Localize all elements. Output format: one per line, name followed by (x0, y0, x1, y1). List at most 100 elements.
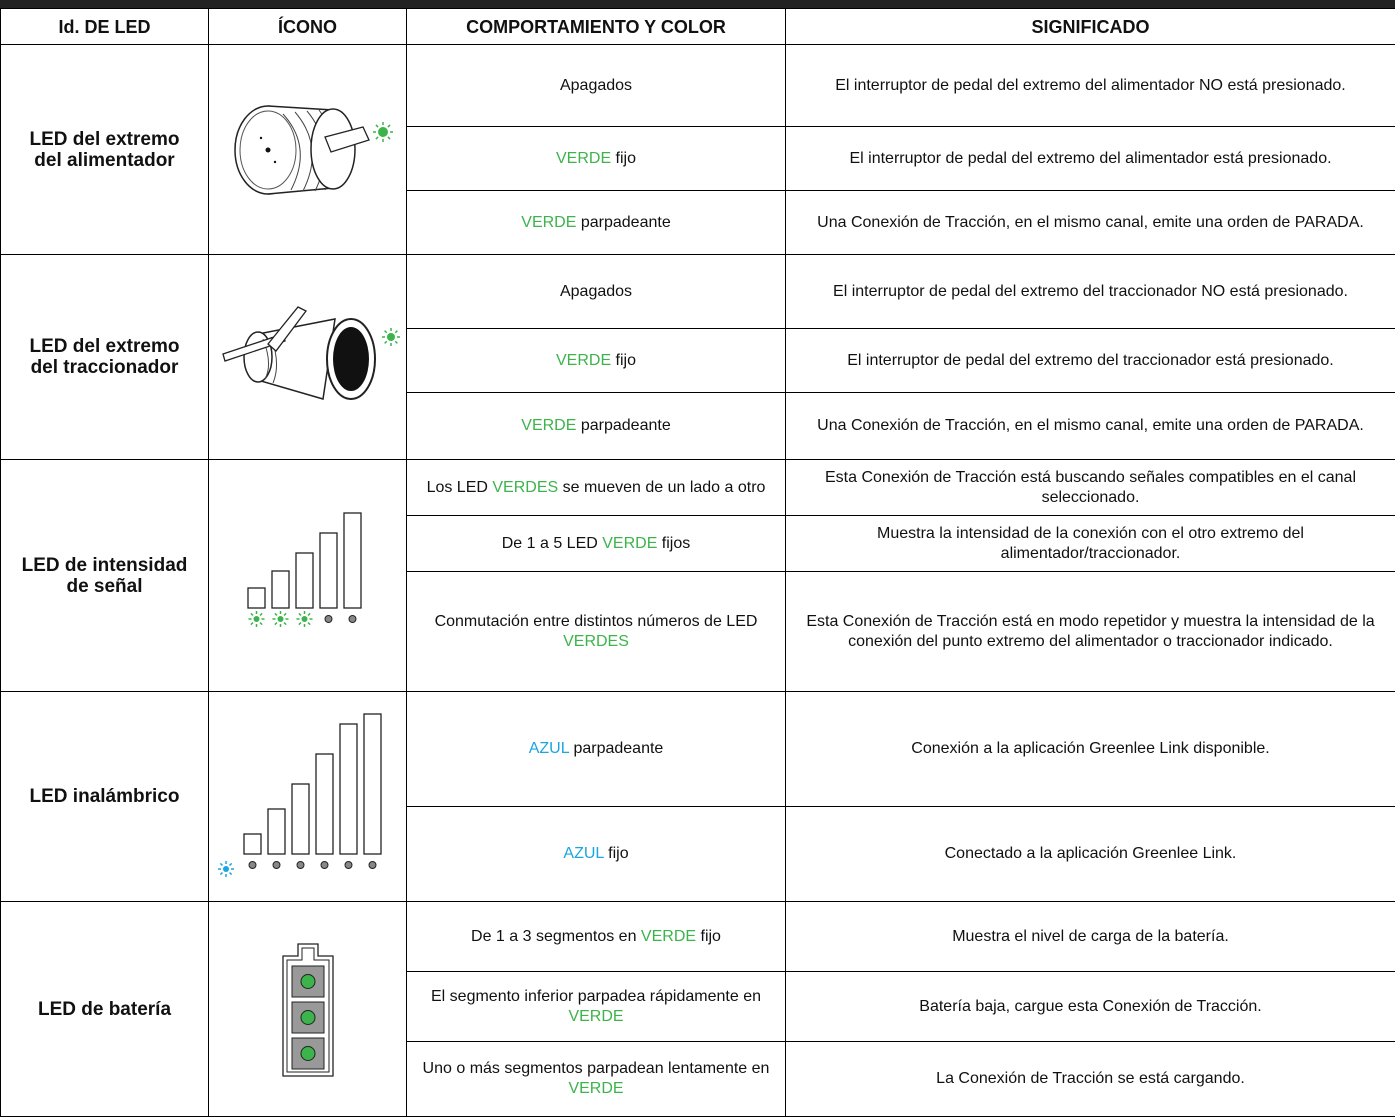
behavior-text: fijo (611, 149, 637, 167)
icon-shape (339, 722, 358, 855)
icon-cell (208, 254, 407, 460)
icon-shape (266, 306, 307, 352)
behavior-cell: Los LED VERDES se mueven de un lado a ot… (406, 459, 786, 516)
led-id: LED de intensidad de señal (0, 459, 209, 692)
behavior-text: Uno o más segmentos parpadean lentamente… (422, 1060, 774, 1077)
icon-shape (294, 551, 314, 609)
icon-shape (249, 612, 253, 616)
icon-shape (273, 621, 277, 625)
behavior-text: Conmutación entre distintos números de L… (434, 612, 762, 630)
colored-word: VERDE (568, 1080, 624, 1097)
colored-word: AZUL (528, 740, 569, 757)
behavior-text: fijo (603, 845, 629, 862)
icon-shape (394, 340, 398, 344)
meaning-cell: El interruptor de pedal del extremo del … (785, 126, 1395, 191)
meaning-cell: Batería baja, cargue esta Conexión de Tr… (785, 971, 1395, 1042)
behavior-text: fijo (696, 927, 721, 945)
icon-shape (383, 340, 387, 344)
icon-shape (259, 621, 263, 625)
led-icon (233, 104, 393, 195)
icon-shape (386, 333, 395, 341)
icon-shape (223, 865, 229, 872)
behavior-cell: Uno o más segmentos parpadean lentamente… (406, 1041, 786, 1117)
led-table: Id. DE LED ÍCONO COMPORTAMIENTO Y COLOR SIG… (0, 8, 1395, 1117)
icon-shape (383, 330, 387, 334)
table-row: LED de batería De 1 a 3 segmentos en VER… (0, 901, 1395, 1117)
colored-word: VERDE (555, 149, 612, 167)
icon-shape (239, 110, 296, 189)
behavior-cell: VERDE parpadeante (406, 190, 786, 255)
icon-shape (248, 860, 257, 869)
icon-cell (208, 44, 407, 255)
behavior-cell: Apagados (406, 44, 786, 127)
behavior-cell: De 1 a 3 segmentos en VERDE fijo (406, 901, 786, 972)
column-header: COMPORTAMIENTO Y COLOR (406, 8, 786, 45)
icon-shape (368, 860, 377, 869)
table-row: LED de intensidad de señal Los LED VERDES… (0, 459, 1395, 692)
icon-shape (283, 612, 287, 616)
meaning-cell: Esta Conexión de Tracción está en modo r… (785, 571, 1395, 692)
icon-shape (374, 123, 379, 128)
icon-shape (374, 135, 379, 140)
icon-shape (348, 614, 356, 623)
colored-word: VERDE (555, 351, 612, 369)
behavior-cell: Conmutación entre distintos números de L… (406, 571, 786, 692)
colored-word: VERDES (563, 632, 629, 650)
table-row: LED inalámbrico AZUL parpadeante Conexión… (0, 691, 1395, 902)
colored-word: VERDE (521, 417, 577, 434)
table-row: VERDE parpadeante Una Conexión de Tracció… (1, 392, 1395, 460)
icon-shape (272, 860, 281, 869)
colored-word: VERDE (521, 213, 577, 231)
icon-shape (363, 712, 382, 855)
icon-shape (386, 135, 391, 140)
meaning-cell: El interruptor de pedal del extremo del … (785, 254, 1395, 329)
icon-shape (229, 862, 233, 866)
top-bar (0, 0, 1395, 8)
icon-shape (265, 147, 270, 152)
icon-shape (273, 612, 277, 616)
icon-shape (253, 615, 259, 622)
behavior-text: parpadeante (576, 417, 671, 434)
behavior-cell: De 1 a 5 LED VERDE fijos (406, 515, 786, 572)
icon-shape (324, 614, 332, 623)
table-row: De 1 a 5 LED VERDE fijos Muestra la inten… (1, 515, 1395, 572)
icon-shape (259, 136, 262, 139)
meaning-cell: Esta Conexión de Tracción está buscando … (785, 459, 1395, 516)
icon-shape (259, 612, 263, 616)
behavior-text: De 1 a 5 LED (501, 534, 603, 552)
behavior-text: parpadeante (569, 740, 664, 757)
led-id: LED de batería (0, 901, 209, 1117)
icon-shape (286, 947, 329, 1073)
column-header: SIGNIFICADO (785, 8, 1395, 45)
led-id: LED del extremo del traccionador (0, 254, 209, 460)
icon-shape (342, 511, 362, 609)
icon-shape (283, 621, 287, 625)
icon-shape (394, 330, 398, 334)
meaning-cell: Una Conexión de Tracción, en el mismo ca… (785, 392, 1395, 460)
icon-shape (386, 123, 391, 128)
behavior-cell: AZUL parpadeante (406, 691, 786, 807)
behavior-cell: AZUL fijo (406, 806, 786, 902)
behavior-text: fijo (611, 351, 637, 369)
colored-word: AZUL (563, 845, 604, 862)
icon-shape (320, 860, 329, 869)
icon-shape (246, 586, 266, 609)
icon-shape (318, 531, 338, 609)
icon-shape (377, 126, 388, 137)
table-row: El segmento inferior parpadea rápidament… (1, 971, 1395, 1042)
icon-shape (323, 125, 370, 153)
led-icon (246, 511, 362, 627)
table-body: LED del extremo del alimentador Apagados… (0, 44, 1395, 1117)
icon-shape (300, 1046, 315, 1061)
table-row: Uno o más segmentos parpadean lentamente… (1, 1041, 1395, 1117)
behavior-text: De 1 a 3 segmentos en (471, 927, 641, 945)
meaning-cell: La Conexión de Tracción se está cargando… (785, 1041, 1395, 1117)
meaning-cell: El interruptor de pedal del extremo del … (785, 44, 1395, 127)
behavior-cell: VERDE parpadeante (406, 392, 786, 460)
header-row: Id. DE LED ÍCONO COMPORTAMIENTO Y COLOR SIG… (0, 8, 1395, 45)
table-row: VERDE parpadeante Una Conexión de Tracció… (1, 190, 1395, 255)
table-row: AZUL fijo Conectado a la aplicación Green… (1, 806, 1395, 902)
meaning-cell: Conexión a la aplicación Greenlee Link d… (785, 691, 1395, 807)
meaning-cell: Una Conexión de Tracción, en el mismo ca… (785, 190, 1395, 255)
